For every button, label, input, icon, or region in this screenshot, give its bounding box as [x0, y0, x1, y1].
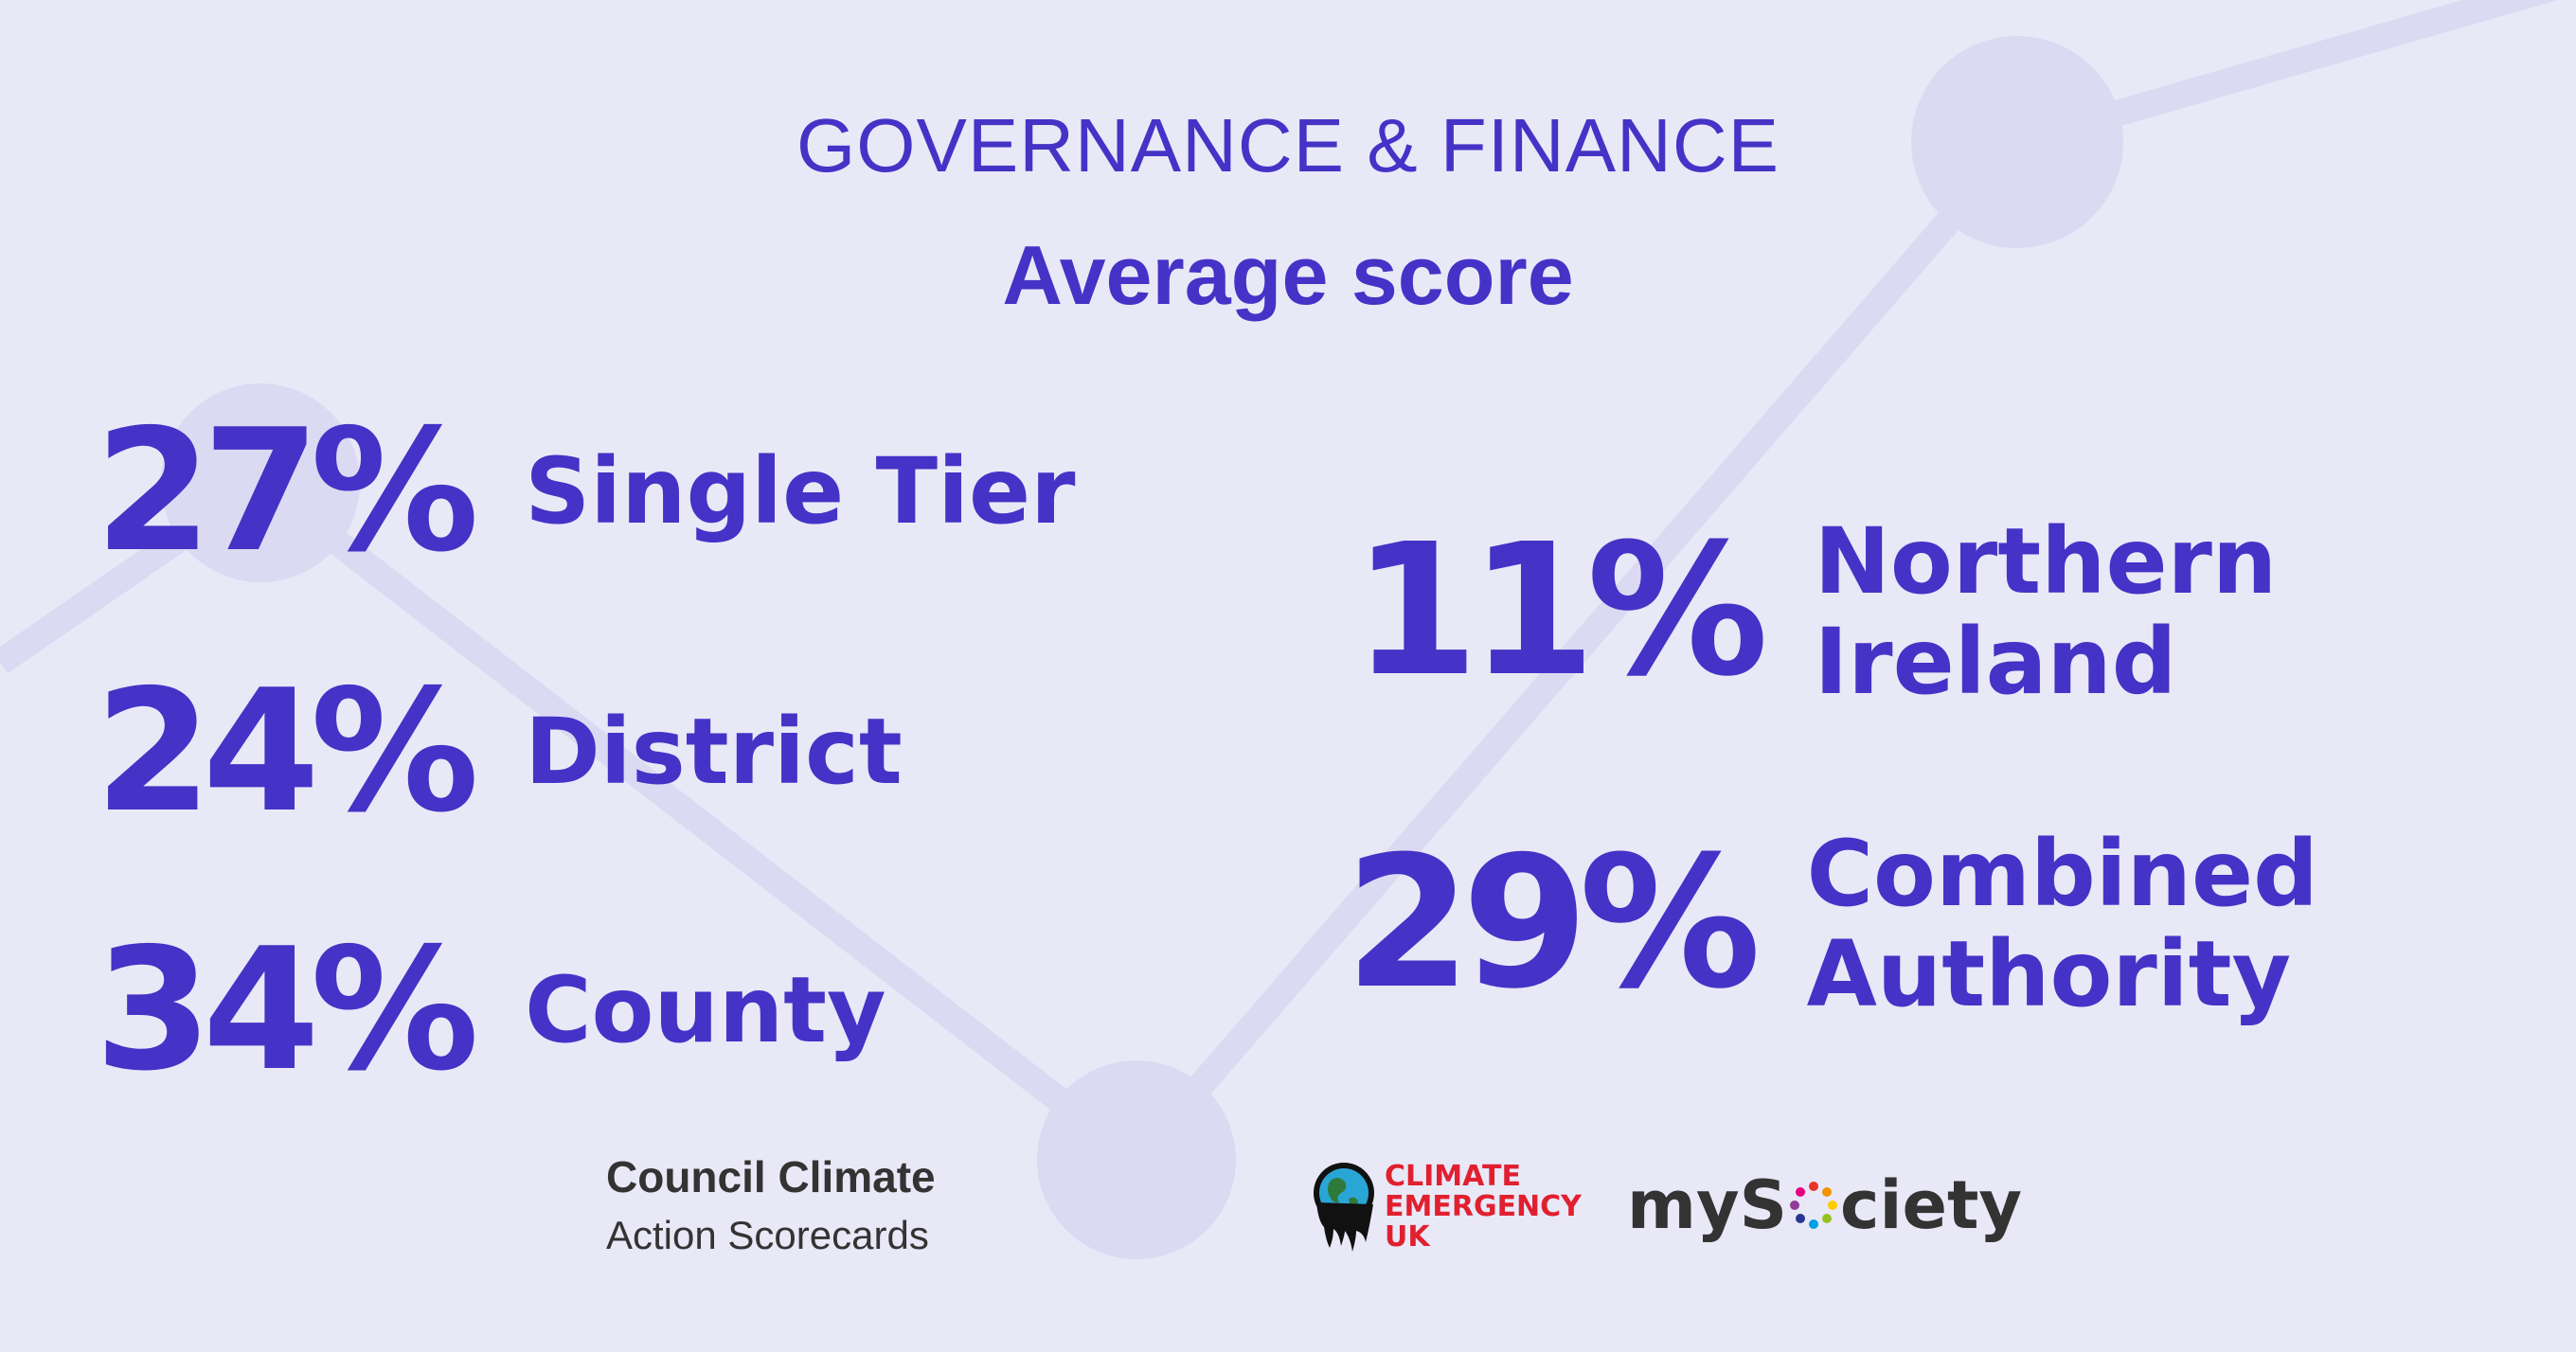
page-subtitle: Average score	[1002, 228, 1574, 322]
ccas-logo-line: Action Scorecards	[606, 1213, 929, 1257]
ceuk-logo-text: CLIMATE EMERGENCY UK	[1385, 1162, 1582, 1253]
stat-label-line: Combined	[1806, 821, 2318, 927]
ccas-logo: Council Climate Action Scorecards	[606, 1147, 936, 1265]
ccas-logo-line: Council Climate	[606, 1152, 936, 1201]
stat-label: County	[525, 960, 886, 1060]
stat-label-line: Single Tier	[525, 438, 1076, 544]
stat-percent: 27%	[95, 393, 479, 589]
globe-icon	[1314, 1163, 1374, 1252]
stat-label-line: Northern	[1814, 508, 2278, 614]
decor-dot	[1037, 1060, 1236, 1259]
stat-label: Northern Ireland	[1815, 511, 2278, 712]
stat-percent: 34%	[95, 912, 479, 1108]
ceuk-logo-line: UK	[1385, 1220, 1430, 1254]
mysociety-logo-text: myS	[1627, 1166, 1787, 1244]
dot-ring-icon	[1789, 1182, 1837, 1229]
decor-dot	[1911, 36, 2123, 248]
stat-label-line: Authority	[1806, 921, 2292, 1027]
stat-single-tier: 27% Single Tier	[95, 407, 1075, 576]
stat-label-line: Ireland	[1814, 609, 2177, 715]
stat-label-line: County	[525, 957, 886, 1063]
stat-northern-ireland: 11% Northern Ireland	[1352, 511, 2277, 712]
decor-dot	[161, 383, 360, 582]
stat-label: District	[525, 702, 903, 802]
stat-percent: 24%	[95, 653, 479, 849]
stat-combined-authority: 29% Combined Authority	[1345, 824, 2318, 1024]
page-title: GOVERNANCE & FINANCE	[796, 103, 1780, 187]
mysociety-logo-text: ciety	[1839, 1166, 2023, 1244]
stat-label: Combined Authority	[1807, 824, 2318, 1024]
stat-percent: 29%	[1345, 818, 1762, 1029]
stat-percent: 11%	[1352, 506, 1769, 717]
ceuk-logo-line: CLIMATE	[1385, 1160, 1521, 1193]
stat-district: 24% District	[95, 667, 903, 836]
stat-label: Single Tier	[525, 441, 1075, 542]
stat-label-line: District	[525, 699, 903, 805]
stat-county: 34% County	[95, 926, 886, 1094]
mysociety-logo: myS ciety	[1627, 1166, 2022, 1244]
ceuk-logo-line: EMERGENCY	[1385, 1190, 1582, 1223]
climate-emergency-uk-logo: CLIMATE EMERGENCY UK	[1311, 1155, 1582, 1259]
